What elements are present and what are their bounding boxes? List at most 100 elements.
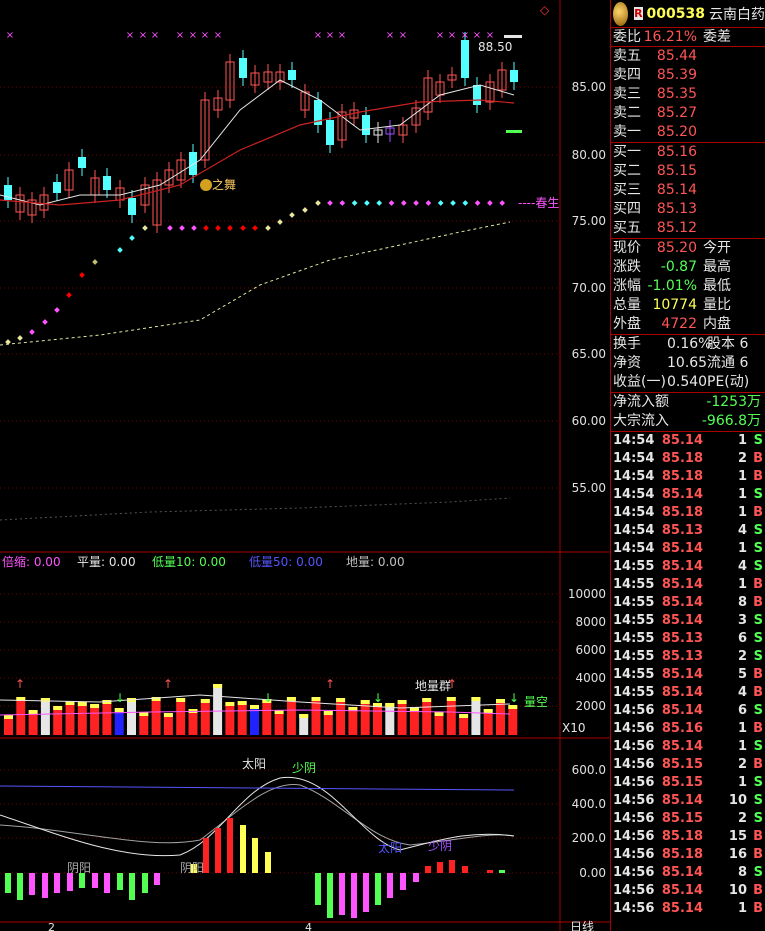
candle-body (337, 111, 347, 141)
tick-row[interactable]: 14:56 85.14 1 S (611, 738, 765, 756)
asks-label: 卖三 (613, 86, 641, 102)
tick-price: 85.14 (661, 487, 703, 502)
asks-label: 卖一 (613, 124, 641, 140)
tick-side: S (753, 775, 763, 790)
tick-list[interactable]: 14:54 85.14 1 S 14:54 85.18 2 B 14:54 85.18 1 B 14:5… (611, 432, 765, 918)
tick-side: B (753, 451, 763, 466)
yinyang-label: 阴阳 (67, 861, 91, 875)
tick-row[interactable]: 14:56 85.15 2 S (611, 810, 765, 828)
candle-body (53, 182, 61, 193)
quote-label2: 内盘 (703, 316, 731, 332)
candle-body (423, 77, 433, 113)
tick-row[interactable]: 14:55 85.14 4 S (611, 558, 765, 576)
volume-bar (4, 715, 13, 735)
tick-row[interactable]: 14:55 85.14 1 B (611, 576, 765, 594)
tick-price: 85.14 (661, 541, 703, 556)
chart-area[interactable]: 85.00 80.00 75.00 70.00 65.00 60.00 55.00 10000… (0, 0, 610, 931)
macd-tick: 400.0 (572, 797, 606, 811)
tick-row[interactable]: 14:56 85.16 1 B (611, 720, 765, 738)
tick-row[interactable]: 14:56 85.18 16 B (611, 846, 765, 864)
price-tick: 70.00 (572, 281, 606, 295)
ma-line-long (0, 99, 515, 206)
macd-bar (375, 873, 381, 905)
tick-row[interactable]: 14:55 85.13 6 S (611, 630, 765, 648)
candle-body (385, 127, 395, 135)
volume-cap (28, 710, 38, 714)
bids-row: 买三 85.14 (611, 181, 765, 200)
volume-bar (139, 712, 149, 735)
tick-row[interactable]: 14:54 85.13 4 S (611, 522, 765, 540)
fund-label: 净资 (613, 355, 641, 371)
up-arrow-icon: ↑ (15, 677, 25, 691)
tick-vol: 1 (737, 433, 747, 448)
volume-bar (434, 712, 444, 735)
candle-body (314, 100, 322, 125)
spring-label: ----春生 (518, 196, 559, 210)
volume-cap (262, 699, 272, 703)
tick-row[interactable]: 14:55 85.14 3 S (611, 612, 765, 630)
tick-row[interactable]: 14:56 85.14 1 B (611, 900, 765, 918)
signal-dot (388, 200, 395, 206)
tick-row[interactable]: 14:54 85.18 2 B (611, 450, 765, 468)
candle-body (326, 120, 334, 145)
tick-row[interactable]: 14:56 85.14 10 B (611, 882, 765, 900)
macd-bar (129, 873, 135, 900)
macd-bar (437, 862, 443, 873)
candle-body (510, 70, 518, 82)
volume-bar (409, 707, 419, 735)
tick-vol: 1 (737, 901, 747, 916)
tick-row[interactable]: 14:55 85.13 2 S (611, 648, 765, 666)
signal-dot (351, 200, 358, 206)
price-tick: 85.00 (572, 80, 606, 94)
volume-bar (188, 709, 198, 735)
volume-cap (53, 706, 63, 710)
volume-tick: 8000 (575, 615, 606, 629)
volume-cap (163, 713, 173, 717)
tick-row[interactable]: 14:54 85.14 1 S (611, 540, 765, 558)
stock-header[interactable]: R 000538 云南白药 (611, 0, 765, 28)
volume-cap (348, 707, 358, 711)
tick-price: 85.18 (661, 469, 703, 484)
tick-row[interactable]: 14:54 85.18 1 B (611, 504, 765, 522)
tick-row[interactable]: 14:56 85.14 8 S (611, 864, 765, 882)
macd-bar (215, 828, 221, 873)
tick-time: 14:54 (613, 523, 655, 538)
tick-row[interactable]: 14:56 85.18 15 B (611, 828, 765, 846)
x10-label: X10 (562, 721, 586, 735)
quote-value: 85.20 (656, 240, 697, 256)
tick-row[interactable]: 14:55 85.14 4 B (611, 684, 765, 702)
order-ratio-row: 委比 16.21% 委差 (611, 28, 765, 47)
volume-bar (65, 701, 75, 735)
tick-vol: 1 (737, 721, 747, 736)
macd-bar (227, 818, 233, 873)
tick-side: B (753, 757, 763, 772)
tick-row[interactable]: 14:54 85.14 1 S (611, 486, 765, 504)
tick-row[interactable]: 14:56 85.15 2 B (611, 756, 765, 774)
tick-row[interactable]: 14:56 85.14 10 S (611, 792, 765, 810)
tick-vol: 2 (737, 451, 747, 466)
flow-row: 净流入额 -1253万 (611, 393, 765, 412)
tick-row[interactable]: 14:54 85.14 1 S (611, 432, 765, 450)
up-arrow-icon: ↑ (163, 677, 173, 691)
tick-row[interactable]: 14:56 85.15 1 S (611, 774, 765, 792)
x-mark: × (326, 30, 334, 41)
volume-cap (496, 699, 505, 703)
signal-dot (376, 200, 383, 206)
x-tick: 2 (48, 921, 55, 931)
tick-row[interactable]: 14:55 85.14 8 B (611, 594, 765, 612)
tick-row[interactable]: 14:54 85.18 1 B (611, 468, 765, 486)
signal-dot (117, 247, 123, 253)
price-tick: 65.00 (572, 347, 606, 361)
ratio-value: 16.21% (643, 29, 697, 45)
quote-label: 涨跌 (613, 259, 641, 275)
bids-label: 买五 (613, 220, 641, 236)
signal-dot (425, 200, 432, 206)
macd-bar (351, 873, 357, 918)
tick-row[interactable]: 14:55 85.14 5 B (611, 666, 765, 684)
volume-bar (397, 700, 407, 735)
signal-dot (487, 200, 493, 206)
tick-price: 85.14 (661, 685, 703, 700)
tick-row[interactable]: 14:56 85.14 6 S (611, 702, 765, 720)
quote-row: 外盘 4722 内盘 (611, 315, 765, 334)
candle-body (497, 69, 507, 91)
